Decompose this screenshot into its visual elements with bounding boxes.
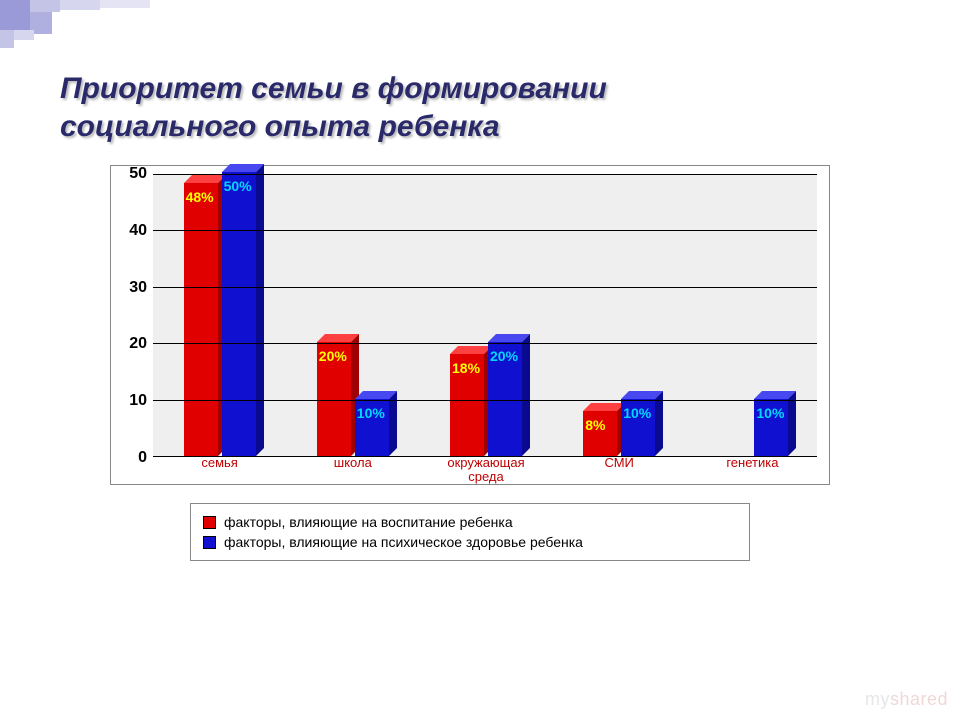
deco-square — [0, 30, 14, 48]
deco-square — [14, 30, 34, 40]
bar-side — [389, 391, 397, 456]
bar-side — [655, 391, 663, 456]
y-tick-label: 10 — [129, 392, 147, 410]
deco-square — [60, 0, 100, 10]
bar-value-label: 10% — [756, 405, 784, 421]
legend-item: факторы, влияющие на психическое здоровь… — [203, 532, 737, 552]
legend-label: факторы, влияющие на психическое здоровь… — [224, 534, 583, 550]
bar: 18% — [450, 354, 484, 456]
gridline — [153, 287, 817, 288]
deco-square — [0, 0, 30, 30]
bar-value-label: 10% — [357, 405, 385, 421]
y-axis-labels: 0 10 20 30 40 50 — [111, 166, 151, 484]
watermark-part1: my — [865, 689, 890, 709]
y-tick-label: 0 — [138, 449, 147, 467]
watermark: myshared — [865, 689, 948, 710]
bar-value-label: 18% — [452, 360, 480, 376]
gridline — [153, 400, 817, 401]
bar-front — [184, 183, 218, 456]
x-tick-label: СМИ — [564, 456, 674, 470]
title-line-2: социального опыта ребенка — [60, 110, 500, 143]
bar-side — [256, 164, 264, 456]
title-line-1: Приоритет семьи в формировании — [60, 72, 607, 105]
bar-value-label: 8% — [585, 417, 605, 433]
legend-label: факторы, влияющие на воспитание ребенка — [224, 514, 513, 530]
x-axis-labels: семья школа окружающая среда СМИ генетика — [153, 456, 817, 482]
bar-value-label: 20% — [490, 348, 518, 364]
bar-value-label: 48% — [186, 189, 214, 205]
bar: 50% — [222, 172, 256, 456]
slide-body: Приоритет семьи в формировании социально… — [0, 0, 960, 561]
watermark-part2: shared — [890, 689, 948, 709]
deco-square — [30, 0, 60, 12]
bar: 10% — [355, 399, 389, 456]
bar-value-label: 50% — [224, 178, 252, 194]
x-tick-label: генетика — [697, 456, 807, 470]
bar-side — [788, 391, 796, 456]
plot-area: 48% 50% 20% 10% 18% 20% 8% 10% 10% — [153, 174, 817, 456]
bar: 8% — [583, 411, 617, 456]
chart-container: 0 10 20 30 40 50 48% 50% 20% 10% 18% 20% 8% 10% 10% с… — [110, 165, 830, 561]
bar-value-label: 20% — [319, 348, 347, 364]
legend-swatch — [203, 536, 216, 549]
bars-layer: 48% 50% 20% 10% 18% 20% 8% 10% 10% — [153, 174, 817, 456]
bar-side — [522, 334, 530, 456]
bar: 10% — [621, 399, 655, 456]
bar: 48% — [184, 183, 218, 456]
legend-swatch — [203, 516, 216, 529]
y-tick-label: 20 — [129, 335, 147, 353]
bar-value-label: 10% — [623, 405, 651, 421]
bar: 10% — [754, 399, 788, 456]
deco-square — [100, 0, 150, 8]
gridline — [153, 343, 817, 344]
chart-box: 0 10 20 30 40 50 48% 50% 20% 10% 18% 20% 8% 10% 10% с… — [110, 165, 830, 485]
x-tick-label: семья — [165, 456, 275, 470]
corner-decoration — [0, 0, 280, 50]
bar-front — [222, 172, 256, 456]
x-tick-label: окружающая среда — [431, 456, 541, 483]
legend-item: факторы, влияющие на воспитание ребенка — [203, 512, 737, 532]
legend: факторы, влияющие на воспитание ребенка ф… — [190, 503, 750, 561]
y-tick-label: 40 — [129, 222, 147, 240]
y-tick-label: 50 — [129, 165, 147, 183]
y-tick-label: 30 — [129, 279, 147, 297]
x-tick-label: школа — [298, 456, 408, 470]
gridline — [153, 174, 817, 175]
gridline — [153, 230, 817, 231]
slide-title: Приоритет семьи в формировании социально… — [50, 70, 910, 145]
